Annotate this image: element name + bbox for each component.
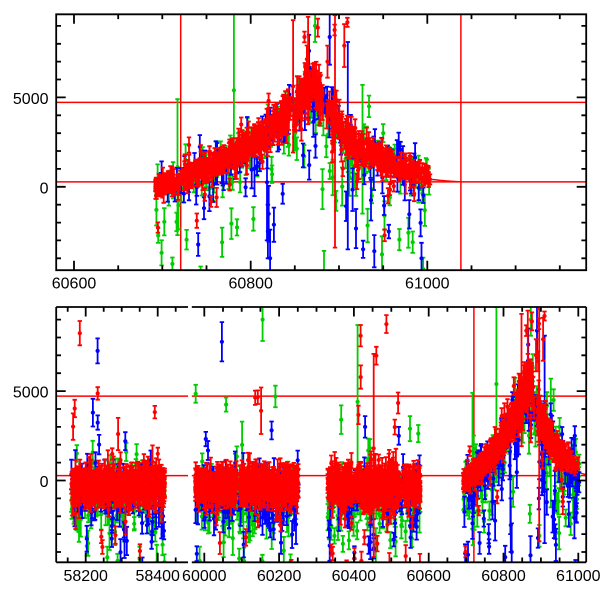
svg-text:5000: 5000	[13, 91, 49, 108]
svg-text:0: 0	[40, 180, 49, 197]
svg-text:5000: 5000	[13, 385, 49, 402]
svg-text:60200: 60200	[257, 568, 302, 585]
svg-text:60600: 60600	[52, 276, 97, 293]
svg-text:60800: 60800	[228, 276, 273, 293]
svg-text:61000: 61000	[556, 568, 600, 585]
svg-text:60600: 60600	[406, 568, 451, 585]
svg-text:60400: 60400	[332, 568, 377, 585]
svg-text:58200: 58200	[63, 568, 108, 585]
svg-text:0: 0	[40, 474, 49, 491]
svg-text:61000: 61000	[405, 276, 450, 293]
svg-text:60000: 60000	[182, 568, 227, 585]
svg-text:58400: 58400	[135, 568, 180, 585]
svg-text:60800: 60800	[481, 568, 526, 585]
